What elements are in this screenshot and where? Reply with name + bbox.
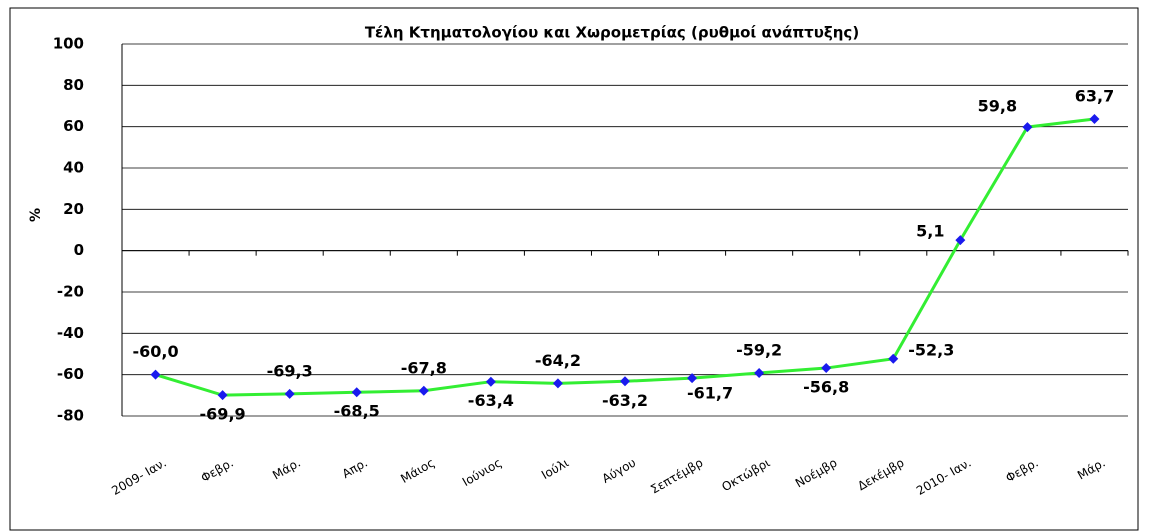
marker xyxy=(754,368,765,379)
value-label: -61,7 xyxy=(687,384,733,403)
marker xyxy=(485,376,496,387)
value-label: -68,5 xyxy=(334,402,380,421)
marker xyxy=(687,373,698,384)
value-label: -63,2 xyxy=(602,391,648,410)
y-tick-label: 80 xyxy=(63,76,84,94)
marker xyxy=(284,388,295,399)
value-label: -64,2 xyxy=(535,351,581,370)
chart-title: Τέλη Κτηματολογίου και Χωρομετρίας (ρυθμ… xyxy=(365,24,859,42)
value-label: -52,3 xyxy=(908,340,954,359)
marker xyxy=(620,376,630,387)
value-label: 59,8 xyxy=(978,97,1017,116)
marker xyxy=(217,390,228,401)
marker xyxy=(552,378,563,389)
value-label: -56,8 xyxy=(803,378,849,397)
y-tick-label: 100 xyxy=(53,35,84,53)
value-label: -63,4 xyxy=(468,391,514,410)
value-label: -60,0 xyxy=(132,342,178,361)
marker xyxy=(1022,122,1033,133)
marker xyxy=(821,363,832,374)
y-tick-label: -60 xyxy=(57,365,84,383)
y-tick-label: -40 xyxy=(57,324,84,342)
value-label: -67,8 xyxy=(401,358,447,377)
marker xyxy=(1089,114,1100,125)
chart-border xyxy=(9,7,1139,531)
y-tick-label: -80 xyxy=(57,407,84,425)
value-label: -59,2 xyxy=(736,341,782,360)
y-tick-label: 0 xyxy=(74,241,84,259)
y-tick-label: 60 xyxy=(63,117,84,135)
y-tick-label: -20 xyxy=(57,283,84,301)
y-tick-label: 20 xyxy=(63,200,84,218)
value-label: -69,3 xyxy=(267,361,313,380)
value-label: -69,9 xyxy=(200,405,246,424)
marker xyxy=(150,369,161,380)
y-axis-label: % xyxy=(28,208,44,222)
marker xyxy=(888,353,899,364)
marker xyxy=(418,385,429,396)
value-label: 63,7 xyxy=(1075,87,1114,106)
value-label: 5,1 xyxy=(916,222,944,241)
marker xyxy=(351,387,362,398)
y-tick-label: 40 xyxy=(63,159,84,177)
marker xyxy=(955,235,966,246)
